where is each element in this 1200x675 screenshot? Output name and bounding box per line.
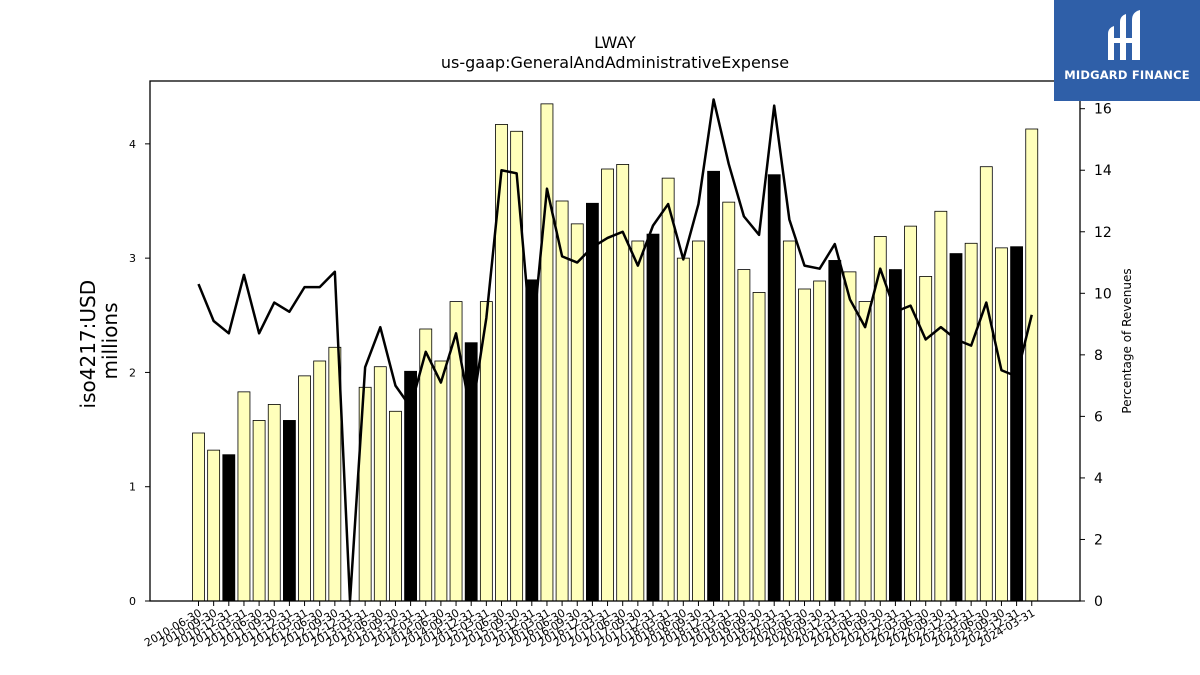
x-axis: 2010-06-302010-09-302010-12-312011-03-31… [142,601,1037,650]
y-axis-right-label: Percentage of Revenues [1120,268,1134,413]
brand-logo: MIDGARD FINANCE [1054,0,1200,101]
bar [373,366,387,602]
bar [661,177,675,602]
chart-subtitle: us-gaap:GeneralAndAdministrativeExpense [441,53,789,72]
y-axis-right: 0 2 4 6 8 10 12 14 16 [1080,102,1112,610]
y-right-tick-label: 16 [1094,102,1112,118]
bar [722,201,736,602]
y-left-tick-label: 2 [129,366,136,379]
y-axis-left-label-line-2: millions [98,302,122,379]
bar [192,432,205,602]
percentage-line [197,98,1033,603]
plot-frame [149,80,1081,602]
bar [298,375,311,602]
y-right-tick-label: 12 [1094,225,1112,241]
bar [207,449,221,602]
bar [495,124,508,602]
brand-logo-text: MIDGARD FINANCE [1064,68,1190,82]
bar [252,420,266,602]
bar [873,236,887,602]
y-left-tick-label: 4 [129,138,136,151]
bar [434,360,448,602]
y-right-tick-label: 14 [1094,163,1112,179]
bar [919,276,933,602]
bar [540,103,554,602]
bar [237,391,251,602]
bar [282,420,296,602]
bar [570,223,584,602]
bar [737,269,751,602]
chart-title: LWAY [594,33,636,52]
y-left-tick-label: 0 [129,595,136,608]
bar [995,247,1008,602]
bar [782,240,796,602]
bar [601,168,614,602]
y-right-tick-label: 4 [1094,471,1103,487]
y-right-tick-label: 10 [1094,286,1112,302]
bar [889,269,902,602]
midgard-logo-icon [1108,10,1140,60]
bar [555,200,569,602]
bar [1010,246,1023,602]
y-left-tick-label: 3 [129,252,136,265]
bar [904,225,917,602]
bar [707,170,720,602]
y-right-tick-label: 2 [1094,532,1103,548]
bar [752,292,766,602]
y-axis-left: 0 1 2 3 4 [129,138,150,608]
bar [631,240,645,602]
y-right-tick-label: 8 [1094,348,1103,364]
bar [525,279,539,602]
bar [1025,128,1039,602]
bar [676,257,690,602]
bar [813,280,827,602]
bar [964,242,978,602]
y-axis-left-label: iso4217:USD millions [76,274,122,409]
bar [646,233,660,602]
bar [949,253,963,602]
bar [389,410,402,602]
bar [843,271,857,602]
bar [979,166,993,602]
bar [858,301,872,602]
bar [222,454,236,602]
line-series [197,98,1033,603]
bar [267,404,281,602]
bar [313,360,327,602]
bar [828,260,842,602]
bar [616,164,630,602]
y-left-tick-label: 1 [129,481,136,494]
bar [798,288,811,602]
bar-series [192,103,1039,602]
bar [767,174,781,602]
bar [510,130,524,602]
y-right-tick-label: 0 [1094,594,1103,610]
bar [586,202,599,602]
y-axis-left-label-line-1: iso4217:USD [76,280,100,409]
bar [934,210,948,602]
bar [692,240,705,602]
y-right-tick-label: 6 [1094,409,1103,425]
